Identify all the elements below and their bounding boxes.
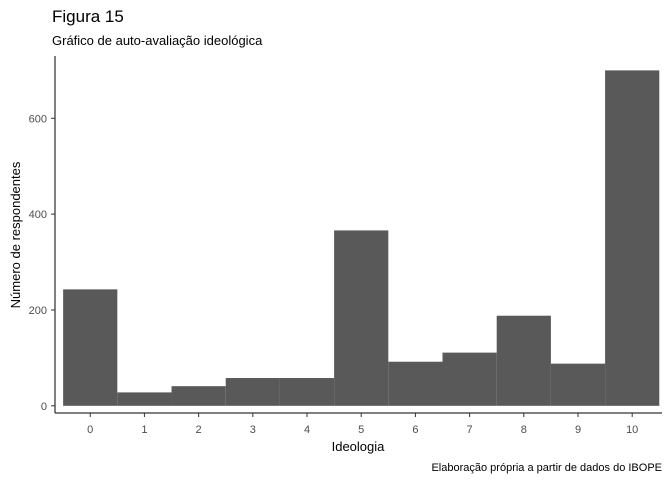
bar-4: [279, 378, 335, 406]
x-tick-label-4: 4: [304, 424, 310, 436]
y-axis-ticks: 0 200 400 600: [29, 113, 55, 413]
x-tick-label-9: 9: [575, 424, 581, 436]
bar-2: [171, 386, 226, 406]
bar-3: [225, 378, 280, 406]
x-tick-label-1: 1: [141, 424, 147, 436]
bar-6: [388, 361, 443, 406]
x-tick-label-6: 6: [412, 424, 418, 436]
x-tick-label-2: 2: [196, 424, 202, 436]
x-tick-label-5: 5: [358, 424, 364, 436]
x-axis-title: Ideologia: [332, 439, 386, 454]
bar-1: [117, 392, 172, 406]
y-tick-label-400: 400: [29, 209, 47, 221]
plot-area: [63, 70, 660, 406]
bar-10: [605, 70, 660, 406]
chart-subtitle: Gráfico de auto-avaliação ideológica: [52, 33, 263, 48]
y-axis-title: Número de respondentes: [8, 161, 23, 308]
chart-caption: Elaboração própria a partir de dados do …: [431, 462, 662, 474]
x-tick-label-8: 8: [521, 424, 527, 436]
bar-7: [442, 352, 497, 406]
x-axis-ticks: 0 1 2 3 4 5 6 7 8 9 10: [87, 413, 638, 436]
y-tick-label-0: 0: [41, 401, 47, 413]
x-tick-label-0: 0: [87, 424, 93, 436]
x-tick-label-10: 10: [626, 424, 638, 436]
bar-8: [496, 315, 551, 406]
bar-9: [550, 363, 606, 406]
chart-title: Figura 15: [52, 7, 124, 26]
bar-5: [334, 230, 389, 406]
x-tick-label-3: 3: [250, 424, 256, 436]
y-tick-label-600: 600: [29, 113, 47, 125]
y-tick-label-200: 200: [29, 305, 47, 317]
bar-0: [63, 289, 118, 406]
x-tick-label-7: 7: [467, 424, 473, 436]
